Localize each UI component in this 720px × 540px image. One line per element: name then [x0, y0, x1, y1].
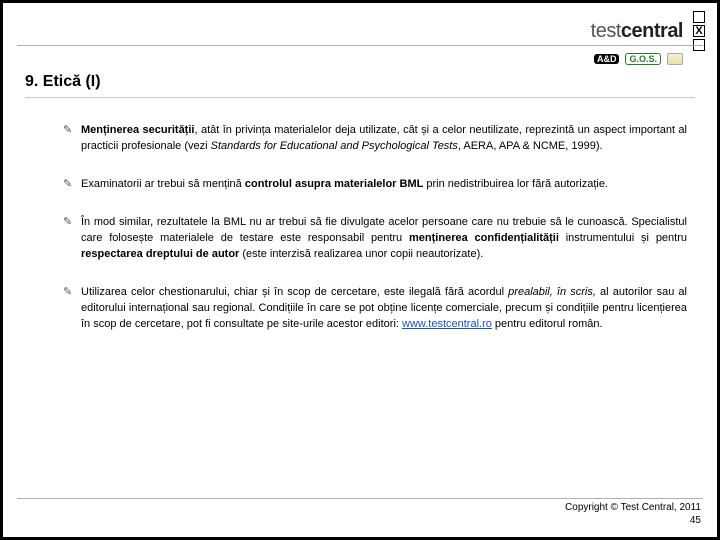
- text-segment: menținerea confidențialității: [409, 232, 559, 244]
- checkbox-icon: X: [693, 25, 705, 37]
- external-link[interactable]: www.testcentral.ro: [402, 318, 492, 330]
- top-divider: [17, 45, 703, 46]
- bullet-text: Examinatorii ar trebui să mențină contro…: [81, 177, 687, 193]
- text-segment: prealabil, în scris,: [508, 286, 596, 298]
- gos-logo: G.O.S.: [625, 53, 661, 65]
- bullet-marker-icon: ✎: [63, 123, 81, 139]
- copyright-text: Copyright © Test Central, 2011: [565, 501, 701, 514]
- title-underline: [25, 97, 695, 98]
- text-segment: Menținerea securității: [81, 124, 194, 136]
- bullet-item: ✎Examinatorii ar trebui să mențină contr…: [63, 177, 687, 193]
- bullet-text: În mod similar, rezultatele la BML nu ar…: [81, 215, 687, 263]
- text-segment: (este interzisă realizarea unor copii ne…: [239, 248, 483, 260]
- logo-prefix: test: [591, 20, 621, 42]
- checkbox-icon: [693, 11, 705, 23]
- main-logo: testcentral: [591, 20, 683, 43]
- bullet-text: Menținerea securității, atât în privința…: [81, 123, 687, 155]
- text-segment: prin nedistribuirea lor fără autorizație…: [423, 178, 608, 190]
- content-area: ✎Menținerea securității, atât în privinț…: [63, 123, 687, 354]
- text-segment: Utilizarea celor chestionarului, chiar ș…: [81, 286, 508, 298]
- ad-logo: A&D: [594, 54, 620, 64]
- bullet-marker-icon: ✎: [63, 285, 81, 301]
- bullet-item: ✎În mod similar, rezultatele la BML nu a…: [63, 215, 687, 263]
- text-segment: respectarea dreptului de autor: [81, 248, 239, 260]
- page-title: 9. Etică (I): [25, 73, 101, 91]
- bullet-item: ✎Utilizarea celor chestionarului, chiar …: [63, 285, 687, 333]
- book-icon: [667, 53, 683, 65]
- logo-suffix: central: [621, 20, 683, 42]
- bullet-marker-icon: ✎: [63, 215, 81, 231]
- bullet-marker-icon: ✎: [63, 177, 81, 193]
- page-number: 45: [565, 514, 701, 527]
- text-segment: Examinatorii ar trebui să mențină: [81, 178, 245, 190]
- text-segment: pentru editorul român.: [492, 318, 603, 330]
- text-segment: , AERA, APA & NCME, 1999).: [458, 140, 603, 152]
- text-segment: controlul asupra materialelor BML: [245, 178, 423, 190]
- header-logo-block: testcentral X A&D G.O.S.: [591, 11, 705, 65]
- footer: Copyright © Test Central, 2011 45: [565, 501, 701, 527]
- bullet-item: ✎Menținerea securității, atât în privinț…: [63, 123, 687, 155]
- bottom-divider: [17, 498, 703, 499]
- bullet-text: Utilizarea celor chestionarului, chiar ș…: [81, 285, 687, 333]
- text-segment: instrumentului și pentru: [559, 232, 687, 244]
- sub-logos-row: A&D G.O.S.: [594, 53, 683, 65]
- text-segment: Standards for Educational and Psychologi…: [211, 140, 458, 152]
